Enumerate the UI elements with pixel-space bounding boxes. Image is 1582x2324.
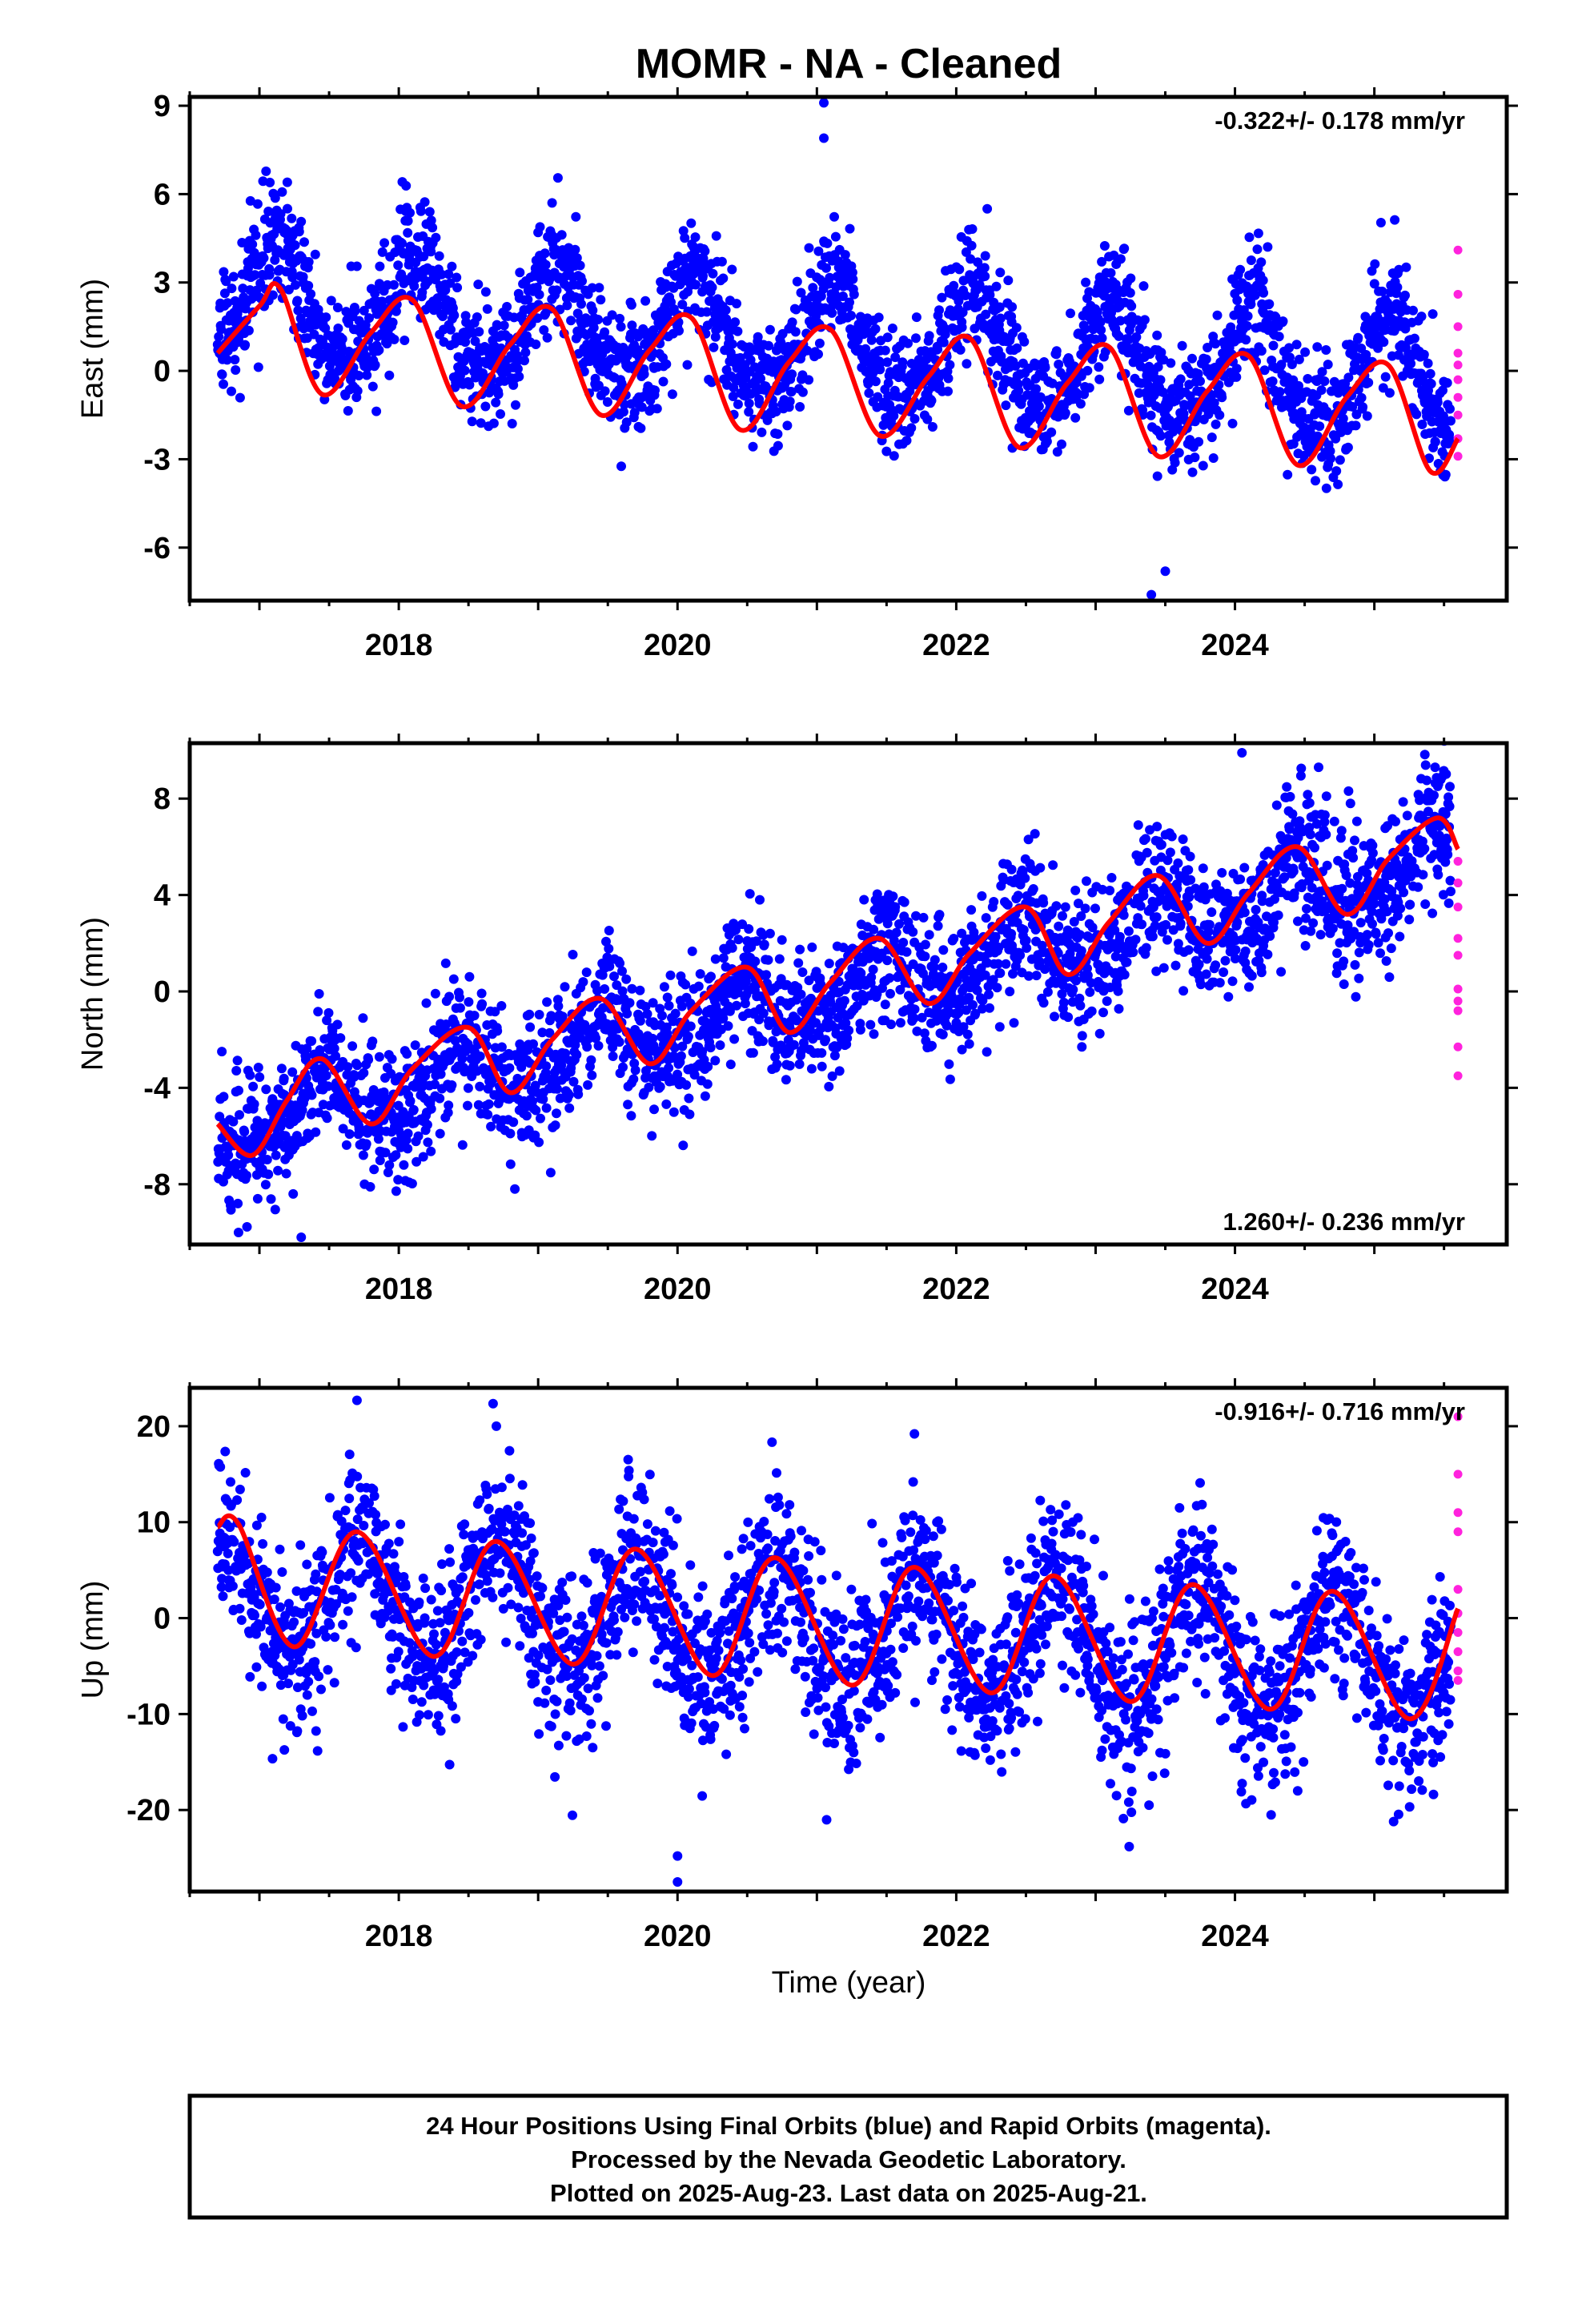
rapid-orbit-point: [1453, 903, 1463, 912]
rapid-orbit-point: [1453, 1042, 1463, 1051]
outlier-point: [1237, 748, 1247, 758]
rapid-orbit-point: [1453, 856, 1463, 866]
model-fit-line: [215, 280, 1460, 476]
rapid-orbit-point: [1453, 1647, 1463, 1656]
outlier-point: [819, 98, 829, 108]
outlier-point: [282, 177, 292, 187]
rapid-orbit-point: [1453, 392, 1463, 402]
y-tick-label: -20: [126, 1794, 171, 1827]
y-tick-label: 0: [154, 355, 171, 388]
outlier-point: [673, 1877, 683, 1888]
figure-title: MOMR - NA - Cleaned: [636, 41, 1062, 87]
rapid-orbit-point: [1453, 1006, 1463, 1015]
y-tick-label: -8: [143, 1168, 171, 1202]
rapid-orbit-point: [1453, 1412, 1463, 1421]
y-tick-label: -4: [143, 1072, 171, 1105]
x-tick-label: 2020: [644, 629, 712, 662]
y-axis-label: East (mm): [76, 279, 110, 419]
rapid-orbit-point: [1453, 1071, 1463, 1080]
x-tick-label: 2018: [365, 1273, 433, 1306]
y-tick-label: 4: [154, 879, 171, 913]
outlier-point: [1146, 589, 1157, 600]
outlier-point: [491, 1421, 501, 1431]
final-orbit-points: [212, 1398, 1456, 1852]
outlier-point: [1160, 566, 1170, 577]
plot-frame: [187, 1385, 1509, 1894]
footer-box: 24 Hour Positions Using Final Orbits (bl…: [187, 2093, 1509, 2220]
rapid-orbit-point: [1453, 934, 1463, 943]
outlier-point: [909, 1429, 920, 1439]
outlier-point: [351, 1395, 362, 1405]
footer-line-1: 24 Hour Positions Using Final Orbits (bl…: [426, 2112, 1271, 2140]
y-tick-label: 20: [137, 1410, 171, 1444]
model-fit-line: [215, 1514, 1460, 1722]
y-tick-label: -10: [126, 1698, 171, 1731]
rapid-orbit-point: [1453, 245, 1463, 255]
y-tick-label: 0: [154, 975, 171, 1009]
rapid-orbit-point: [1453, 1527, 1463, 1537]
rapid-orbit-point: [1453, 879, 1463, 888]
y-tick-label: -6: [143, 532, 171, 565]
model-fit-line: [215, 815, 1460, 1158]
x-tick-label: 2024: [1201, 629, 1269, 662]
footer-line-2: Processed by the Nevada Geodetic Laborat…: [571, 2145, 1126, 2173]
rapid-orbit-point: [1453, 348, 1463, 358]
x-tick-label: 2022: [922, 1920, 990, 1953]
y-axis-label: Up (mm): [76, 1581, 110, 1699]
rapid-orbit-point: [1453, 951, 1463, 960]
rapid-orbit-point: [1453, 1628, 1463, 1638]
y-tick-label: 9: [154, 90, 171, 123]
rapid-orbit-point: [1453, 322, 1463, 332]
plot-area: [212, 98, 1463, 600]
outlier-point: [1314, 762, 1323, 773]
y-tick-label: 0: [154, 1602, 171, 1636]
y-tick-label: -3: [143, 443, 171, 476]
rapid-orbit-point: [1453, 410, 1463, 420]
east-panel: 2018 2020 2022 2024 -6 -3 0 3 6 9 East (mm) -0.322+…: [76, 87, 1518, 662]
rapid-orbit-point: [1453, 452, 1463, 461]
outlier-point: [673, 1851, 683, 1861]
rapid-orbit-point: [1453, 984, 1463, 994]
outlier-point: [819, 133, 829, 143]
rapid-orbit-point: [1453, 375, 1463, 384]
x-tick-label: 2020: [644, 1920, 712, 1953]
north-panel: 2018 2020 2022 2024 -8 -4 0 4 8 North (mm) 1.260+/…: [76, 734, 1518, 1306]
x-tick-label: 2020: [644, 1273, 712, 1306]
velocity-label: 1.260+/- 0.236 mm/yr: [1223, 1208, 1465, 1236]
plot-area: [212, 1395, 1463, 1888]
plot-frame: [187, 741, 1509, 1247]
y-axis-label: North (mm): [76, 917, 110, 1071]
x-axis-label: Time (year): [772, 1966, 926, 2000]
x-tick-label: 2022: [922, 1273, 990, 1306]
y-tick-label: 8: [154, 782, 171, 816]
x-tick-label: 2024: [1201, 1273, 1269, 1306]
x-tick-label: 2018: [365, 1920, 433, 1953]
y-tick-label: 10: [137, 1506, 171, 1540]
y-tick-label: 3: [154, 267, 171, 300]
plot-frame: [187, 94, 1509, 603]
rapid-orbit-point: [1453, 1666, 1463, 1675]
x-tick-label: 2022: [922, 629, 990, 662]
rapid-orbit-point: [1453, 1508, 1463, 1518]
outlier-point: [296, 1232, 307, 1242]
rapid-orbit-point: [1453, 289, 1463, 299]
x-tick-label: 2024: [1201, 1920, 1269, 1953]
rapid-orbit-point: [1453, 1585, 1463, 1594]
outlier-point: [1292, 1786, 1303, 1796]
rapid-orbit-point: [1453, 996, 1463, 1006]
footer-line-3: Plotted on 2025-Aug-23. Last data on 202…: [550, 2179, 1147, 2207]
velocity-label: -0.916+/- 0.716 mm/yr: [1215, 1397, 1465, 1425]
y-tick-label: 6: [154, 178, 171, 211]
rapid-orbit-point: [1453, 360, 1463, 370]
up-panel: 2018 2020 2022 2024 -20 -10 0 10 20 Up (mm) -0.916…: [76, 1378, 1518, 1953]
rapid-orbit-point: [1453, 1470, 1463, 1479]
outlier-point: [1111, 1791, 1122, 1801]
rapid-orbit-point: [1453, 1675, 1463, 1685]
outlier-point: [547, 198, 557, 208]
outlier-point: [233, 1227, 243, 1237]
plot-area: [213, 743, 1463, 1242]
velocity-label: -0.322+/- 0.178 mm/yr: [1215, 107, 1465, 135]
x-tick-label: 2018: [365, 629, 433, 662]
